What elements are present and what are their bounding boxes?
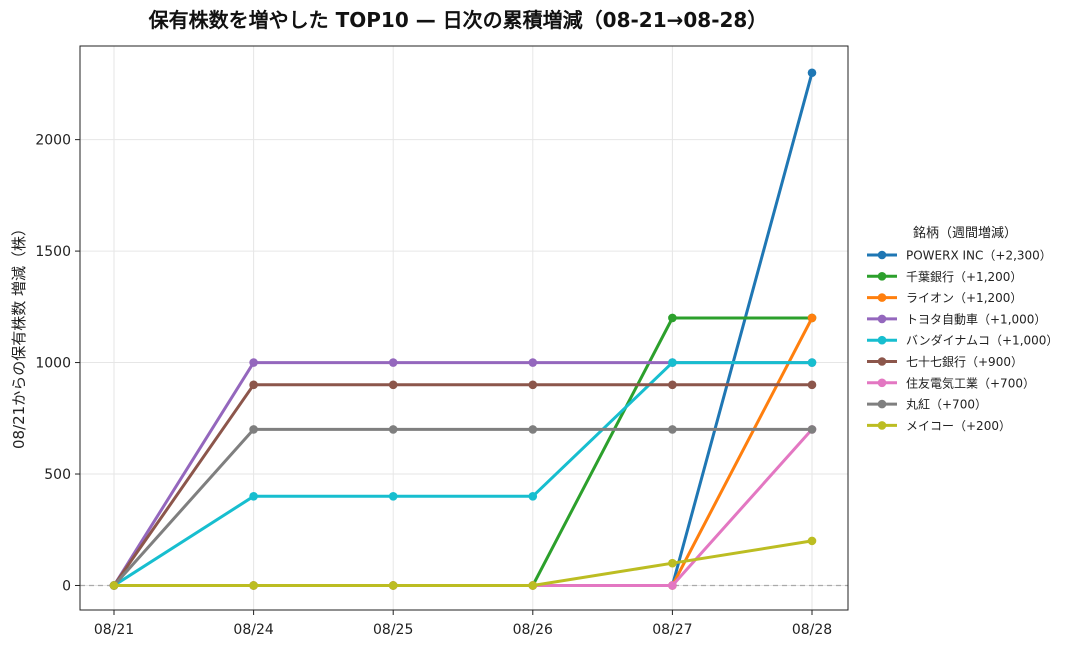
data-point [807,358,817,367]
legend-entry: 千葉銀行（+1,200） [867,270,1022,284]
legend: 銘柄（週間増減） POWERX INC（+2,300） 千葉銀行（+1,200） ラ… [867,225,1058,433]
legend-swatch-marker [877,421,887,430]
data-point [388,358,398,367]
data-point [668,425,677,434]
x-tick-label: 08/27 [652,622,692,638]
data-point [668,558,677,568]
series-path [113,361,812,587]
y-axis-label: 08/21からの保有株数 増減（株） [10,221,28,449]
data-point [528,358,538,367]
y-tick-label: 1000 [35,356,71,372]
legend-entry: 丸紅（+700） [867,398,987,412]
data-point [388,581,398,590]
data-point [668,581,677,590]
legend-swatch-marker [877,272,887,281]
series-path [112,427,812,587]
x-tick-label: 08/28 [792,622,832,638]
x-tick-label: 08/25 [373,622,413,638]
y-tick-label: 2000 [35,133,71,149]
data-point [249,380,258,390]
data-point [249,581,258,590]
x-tick-label: 08/24 [233,622,273,638]
legend-label: ライオン（+1,200） [906,291,1022,305]
data-point [388,425,398,434]
data-point [528,380,538,390]
legend-label: バンダイナムコ（+1,000） [906,333,1058,348]
data-point [668,380,677,390]
series-path [112,383,812,587]
data-point [249,425,258,434]
legend-label: POWERX INC（+2,300） [906,249,1052,263]
legend-swatch-marker [877,399,887,409]
legend-swatch-marker [877,314,887,324]
legend-label: 七十七銀行（+900） [906,355,1023,369]
legend-label: 住友電気工業（+700） [906,375,1035,390]
y-axis: 0 500 1000 1500 2000 [35,133,80,594]
legend-swatch-marker [877,357,887,366]
data-point [668,358,677,367]
y-tick-label: 1500 [35,244,71,260]
data-point [528,492,538,501]
series-path [114,72,814,587]
legend-label: トヨタ自動車（+1,000） [906,312,1046,326]
legend-swatch-marker [877,378,887,388]
data-point [807,425,817,434]
data-point [668,313,677,323]
grid [80,46,848,610]
legend-entry: 七十七銀行（+900） [867,355,1023,369]
x-axis: 08/21 08/24 08/25 08/26 08/27 08/28 [94,610,832,638]
data-point [807,380,817,390]
data-point [388,492,398,501]
legend-swatch-marker [877,293,887,302]
data-point [388,380,398,390]
data-point [807,313,817,323]
data-point [807,536,817,546]
legend-label: 丸紅（+700） [906,398,987,412]
legend-label: 千葉銀行（+1,200） [906,270,1022,284]
data-point [528,581,538,590]
legend-entry: POWERX INC（+2,300） [867,249,1052,263]
legend-swatch-marker [877,335,887,345]
series-path [114,539,813,587]
data-point [249,492,258,501]
legend-label: メイコー（+200） [906,419,1011,433]
series-line [109,536,817,590]
data-point [807,68,817,78]
x-tick-label: 08/21 [94,622,134,638]
y-tick-label: 500 [44,467,71,483]
data-point [249,358,258,367]
plot-area-frame [79,45,849,611]
series-layer [109,68,817,590]
legend-entry: メイコー（+200） [867,419,1011,433]
legend-entry: 住友電気工業（+700） [867,375,1035,390]
legend-entry: トヨタ自動車（+1,000） [867,312,1046,326]
legend-title: 銘柄（週間増減） [913,225,1017,241]
series-line [109,425,817,590]
legend-entry: バンダイナムコ（+1,000） [867,333,1058,348]
y-tick-label: 0 [62,578,71,594]
data-point [528,425,538,434]
chart-title: 保有株数を増やした TOP10 — 日次の累積増減（08-21→08-28） [148,8,768,32]
legend-entry: ライオン（+1,200） [867,291,1022,305]
x-tick-label: 08/26 [513,622,553,638]
legend-swatch-marker [877,250,887,260]
data-point [109,581,119,590]
